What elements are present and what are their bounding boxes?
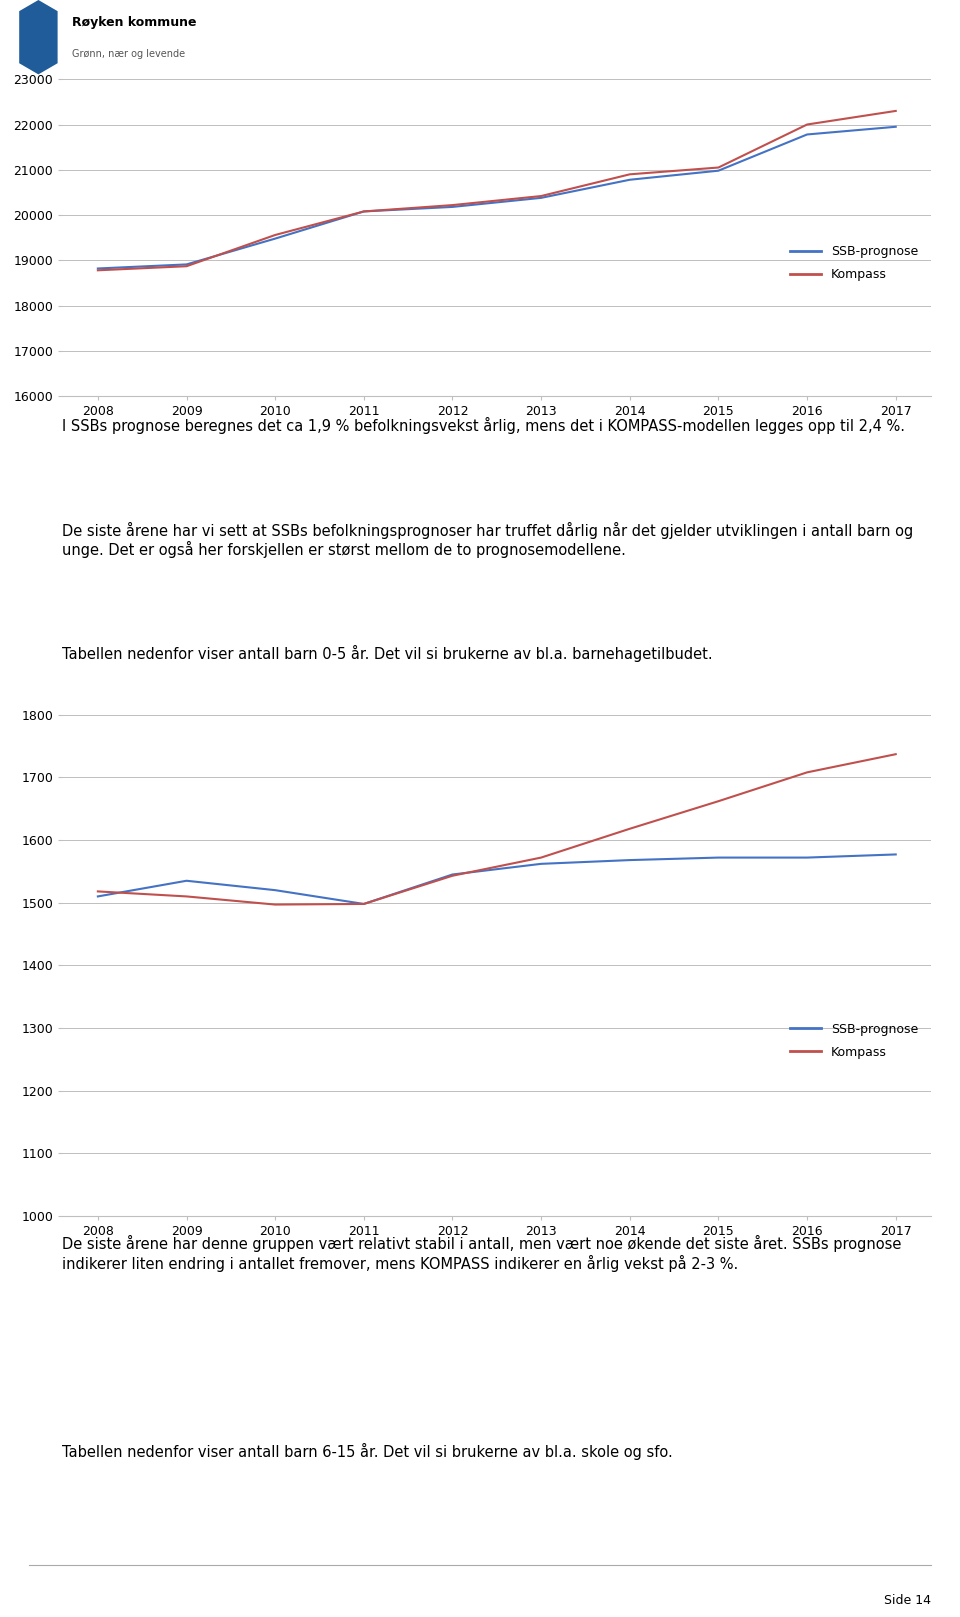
- Text: Grønn, nær og levende: Grønn, nær og levende: [72, 49, 185, 58]
- Text: Tabellen nedenfor viser antall barn 0-5 år. Det vil si brukerne av bl.a. barneha: Tabellen nedenfor viser antall barn 0-5 …: [62, 645, 713, 663]
- Text: Side 14: Side 14: [884, 1594, 931, 1607]
- Text: Røyken kommune: Røyken kommune: [72, 16, 197, 29]
- Polygon shape: [19, 0, 58, 74]
- Legend: SSB-prognose, Kompass: SSB-prognose, Kompass: [784, 239, 924, 286]
- Text: De siste årene har vi sett at SSBs befolkningsprognoser har truffet dårlig når d: De siste årene har vi sett at SSBs befol…: [62, 522, 914, 558]
- Text: I SSBs prognose beregnes det ca 1,9 % befolkningsvekst årlig, mens det i KOMPASS: I SSBs prognose beregnes det ca 1,9 % be…: [62, 417, 905, 435]
- Text: De siste årene har denne gruppen vært relativt stabil i antall, men vært noe øke: De siste årene har denne gruppen vært re…: [62, 1235, 901, 1273]
- Text: Tabellen nedenfor viser antall barn 6-15 år. Det vil si brukerne av bl.a. skole : Tabellen nedenfor viser antall barn 6-15…: [62, 1442, 673, 1460]
- Legend: SSB-prognose, Kompass: SSB-prognose, Kompass: [784, 1017, 924, 1064]
